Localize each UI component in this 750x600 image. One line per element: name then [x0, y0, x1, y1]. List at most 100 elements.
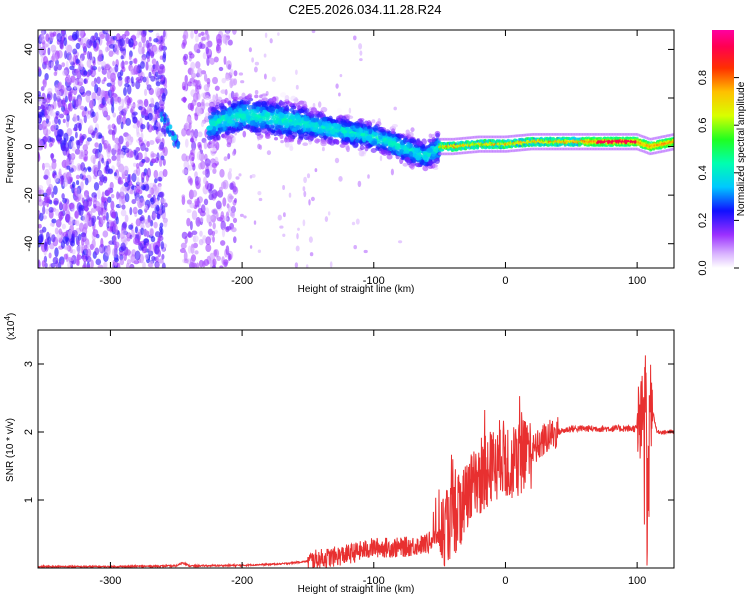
- spectrogram-cell: [157, 95, 163, 101]
- spectrogram-cell: [253, 220, 257, 225]
- spectrogram-cell: [296, 233, 299, 240]
- spectrogram-cell: [114, 44, 119, 55]
- spectrogram-cell: [228, 168, 232, 173]
- spectrogram-cell: [144, 88, 148, 97]
- spectrogram-cell: [120, 55, 124, 60]
- spectrogram-cell: [288, 121, 294, 127]
- spectrogram-cell: [324, 216, 329, 223]
- spectrogram-cell: [227, 153, 231, 160]
- spectrogram-cell: [39, 35, 46, 43]
- spectrogram-cell: [562, 136, 566, 140]
- spectrogram-cell: [110, 221, 115, 228]
- spectrogram-cell: [152, 64, 156, 70]
- spectrogram-cell: [148, 186, 152, 196]
- spectrogram-cell: [67, 229, 73, 239]
- spectrogram-cell: [83, 78, 87, 84]
- spectrogram-cell: [63, 132, 69, 143]
- spectrogram-cell: [153, 221, 158, 229]
- spectrogram-cell: [71, 140, 75, 148]
- spectrogram-cell: [152, 194, 156, 204]
- spectrogram-cell: [143, 219, 149, 225]
- spectrogram-cell: [114, 137, 120, 144]
- spectrogram-cell: [62, 97, 66, 108]
- spectrogram-cell: [205, 46, 209, 55]
- spectrogram-cell: [151, 58, 157, 66]
- spectrogram-cell: [137, 152, 143, 161]
- spectrogram-cell: [206, 182, 213, 192]
- spectrogram-cell: [39, 212, 44, 222]
- spectrogram-cell: [196, 101, 202, 108]
- spectrogram-cell: [194, 250, 199, 255]
- spectrogram-cell: [94, 142, 99, 148]
- spectrogram-cell: [162, 158, 166, 166]
- spectrogram-cell: [302, 131, 309, 137]
- spectrogram-cell: [223, 215, 228, 222]
- spectrogram-cell: [290, 105, 297, 110]
- spectrogram-cell: [251, 112, 257, 117]
- spectrogram-cell: [269, 38, 273, 44]
- spectrogram-cell: [124, 83, 130, 88]
- spectrogram-cell: [334, 157, 340, 164]
- spectrogram-cell: [131, 199, 137, 205]
- spectrogram-cell: [126, 97, 132, 106]
- spectrogram-cell: [47, 87, 53, 94]
- spectrogram-cell: [358, 140, 363, 144]
- spectrogram-cell: [60, 175, 64, 185]
- spectrogram-cell: [373, 132, 379, 136]
- spectrogram-cell: [402, 150, 410, 155]
- spectrogram-cell: [150, 75, 156, 82]
- spectrogram-cell: [91, 207, 96, 213]
- spectrogram-cell: [47, 236, 52, 246]
- spectrogram-cell: [38, 66, 41, 72]
- spectrogram-cell: [288, 138, 295, 143]
- spectrogram-cell: [225, 245, 230, 256]
- spectrogram-cell: [118, 114, 123, 120]
- spectrogram-cell: [126, 262, 130, 268]
- spectrogram-cell: [302, 219, 306, 227]
- spectrogram-cell: [147, 194, 152, 199]
- spectrogram-cell: [38, 105, 42, 111]
- spectrogram-cell: [310, 196, 315, 202]
- spectrogram-cell: [190, 61, 196, 70]
- spectrogram-cell: [57, 98, 62, 109]
- chart-title: C2E5.2026.034.11.28.R24: [289, 2, 442, 17]
- spectrogram-cell: [75, 58, 80, 64]
- spectrogram-cell: [153, 109, 158, 115]
- spectrogram-cell: [191, 210, 198, 221]
- spectrogram-cell: [119, 110, 125, 116]
- spectrogram-cell: [227, 205, 232, 213]
- spectrogram-cell: [240, 80, 245, 84]
- spectrogram-cell: [65, 245, 70, 251]
- spectrogram-cell: [162, 53, 167, 63]
- spectrogram-cell: [45, 97, 51, 104]
- spectrogram-cell: [205, 236, 212, 246]
- spectrogram-cell: [146, 121, 150, 131]
- spectrogram-cell: [390, 168, 394, 176]
- spectrogram-cell: [221, 228, 226, 238]
- spectrogram-cell: [405, 129, 410, 134]
- spectrogram-cell: [383, 140, 389, 145]
- spectrogram-cell: [197, 131, 203, 138]
- spectrogram-cell: [116, 262, 121, 268]
- spectrogram-cell: [38, 117, 41, 123]
- spectrogram-cell: [140, 132, 144, 140]
- spectrogram-cell: [416, 141, 424, 147]
- spectrogram-marks: [38, 30, 674, 268]
- spectrogram-cell: [81, 37, 87, 44]
- spectrogram-cell: [109, 96, 114, 105]
- spectrogram-cell: [150, 50, 155, 59]
- spectrogram-cell: [227, 126, 232, 131]
- spectrogram-cell: [209, 135, 215, 140]
- spectrogram-cell: [435, 132, 440, 139]
- spectrogram-cell: [54, 174, 59, 183]
- spectrogram-cell: [322, 116, 328, 122]
- spectrogram-cell: [90, 197, 97, 202]
- spectrogram-cell: [83, 70, 88, 76]
- spectrogram-cell: [339, 143, 346, 148]
- spectrogram-cell: [72, 115, 78, 123]
- spectrogram-cell: [186, 81, 193, 87]
- spectrogram-cell: [132, 116, 138, 124]
- spectrogram-cell: [359, 58, 363, 62]
- spectrogram-cell: [112, 224, 118, 233]
